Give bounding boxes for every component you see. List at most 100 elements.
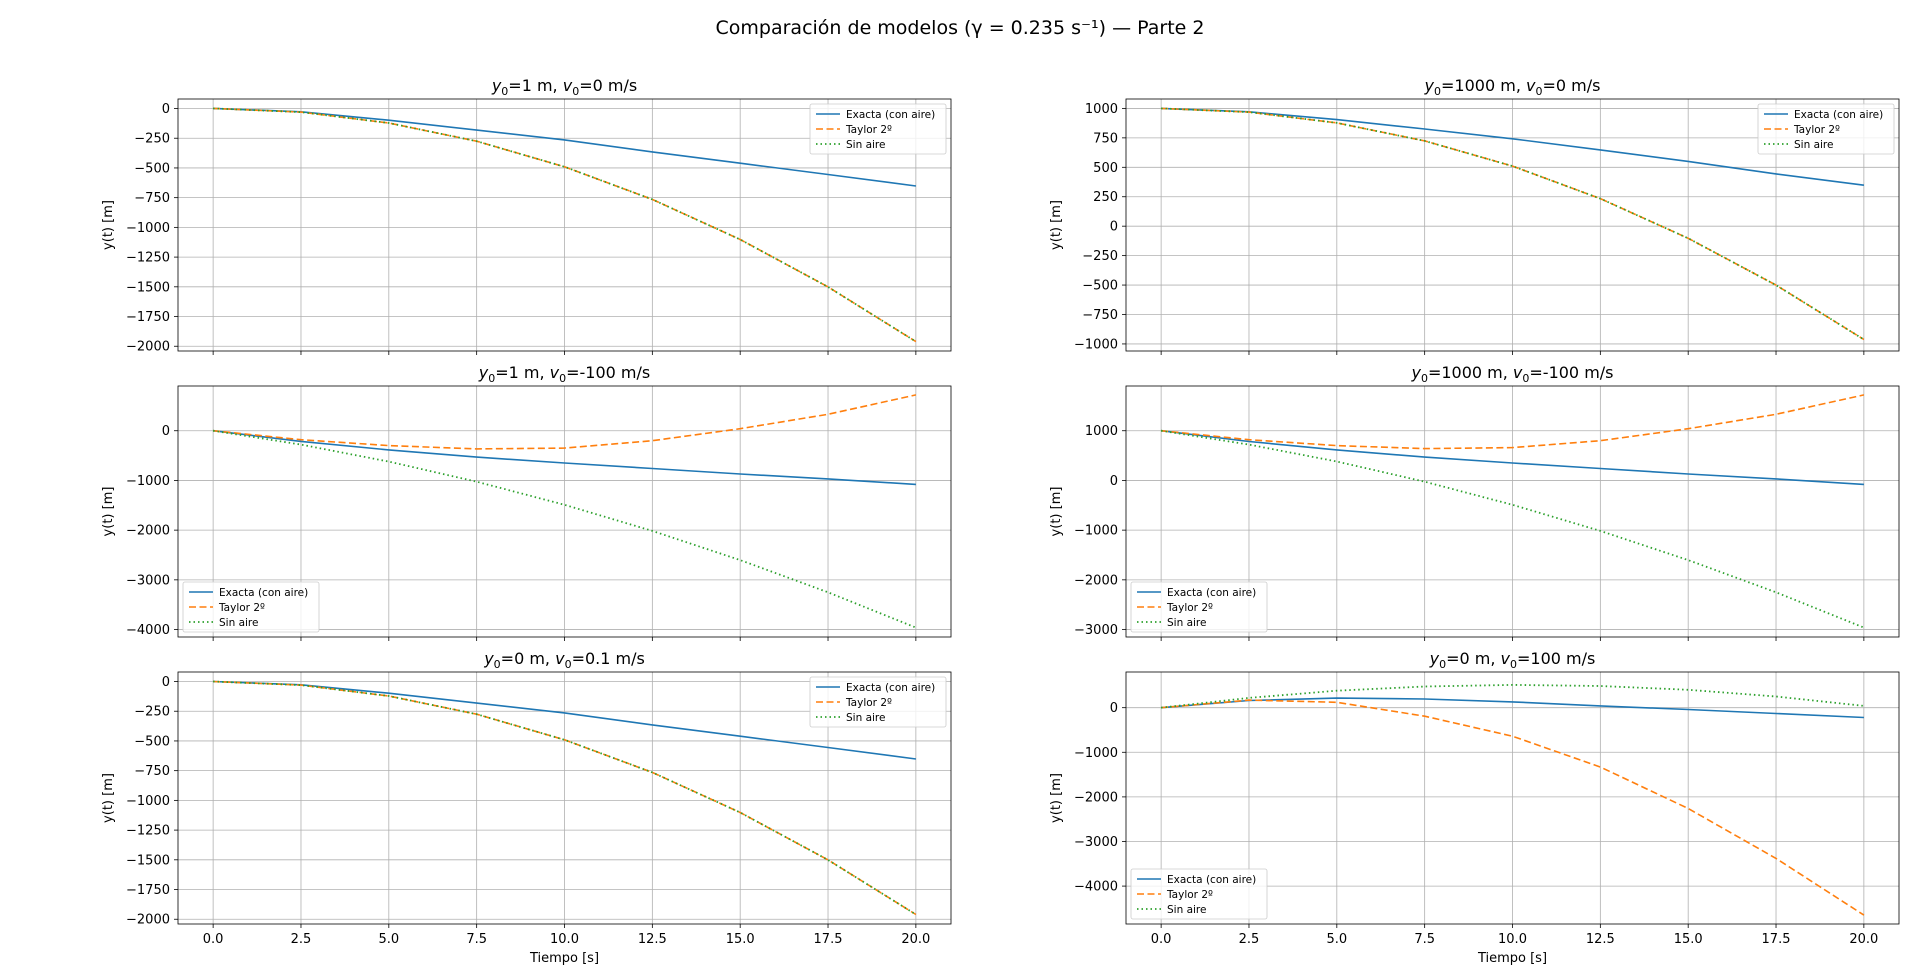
figure-suptitle: Comparación de modelos (γ = 0.235 s⁻¹) —…	[716, 17, 1205, 39]
legend-frame	[809, 676, 947, 728]
y-axis-label: y(t) [m]	[101, 200, 116, 250]
x-tick-label: 15.0	[726, 932, 755, 947]
y-tick-label: −3000	[1074, 835, 1118, 850]
x-axis-label: Tiempo [s]	[529, 951, 599, 966]
x-tick-label: 17.5	[1762, 932, 1791, 947]
y-tick-label: −3000	[126, 573, 170, 588]
grid-lines	[1126, 672, 1899, 924]
y-tick-label: −1500	[126, 853, 170, 868]
y-tick-label: −1750	[126, 310, 170, 325]
series-line-taylor	[1161, 699, 1865, 916]
x-axis-label: Tiempo [s]	[1477, 951, 1547, 966]
y-tick-label: −1000	[126, 474, 170, 489]
y-tick-label: −750	[134, 191, 170, 206]
legend-label: Taylor 2º	[1793, 124, 1840, 136]
y-tick-label: −2000	[126, 340, 170, 355]
legend: Exacta (con aire) Taylor 2º Sin aire	[809, 676, 947, 728]
y-tick-label: −750	[134, 764, 170, 779]
x-tick-label: 12.5	[638, 932, 667, 947]
y-tick-label: 0	[1110, 220, 1118, 235]
series-line-taylor	[1161, 394, 1865, 450]
y-tick-label: −250	[134, 132, 170, 147]
y-tick-label: 500	[1093, 161, 1118, 176]
legend-frame	[809, 103, 947, 155]
y-tick-label: 1000	[1085, 424, 1118, 439]
legend-label: Exacta (con aire)	[846, 682, 935, 694]
x-tick-label: 10.0	[1498, 932, 1527, 947]
legend: Exacta (con aire) Taylor 2º Sin aire	[1130, 868, 1268, 920]
y-tick-label: −1000	[126, 794, 170, 809]
series-line-sin-aire	[213, 107, 917, 343]
y-axis-label: y(t) [m]	[101, 487, 116, 537]
y-tick-label: −500	[134, 161, 170, 176]
x-tick-label: 10.0	[550, 932, 579, 947]
subplot-5: 0.0 2.5 5.0 7.5 10.0 12.5 15.0 17.5 20.0 0 −250 −50…	[101, 649, 952, 966]
legend-frame	[182, 581, 320, 633]
legend-label: Sin aire	[1167, 617, 1206, 629]
series-line-sin-aire	[213, 680, 917, 916]
legend-label: Sin aire	[846, 712, 885, 724]
y-tick-label: −4000	[126, 623, 170, 638]
y-tick-label: −2000	[126, 524, 170, 539]
grid-lines	[178, 672, 951, 924]
y-tick-label: 750	[1093, 131, 1118, 146]
legend-label: Taylor 2º	[845, 124, 892, 136]
series-line-taylor	[213, 394, 917, 450]
x-tick-label: 7.5	[1414, 932, 1435, 947]
y-tick-label: −2000	[126, 913, 170, 928]
legend-label: Exacta (con aire)	[1794, 109, 1883, 121]
legend: Exacta (con aire) Taylor 2º Sin aire	[182, 581, 320, 633]
subplot-title: y0=1 m, v0=-100 m/s	[478, 363, 651, 385]
grid-lines	[178, 386, 951, 637]
x-tick-label: 2.5	[291, 932, 312, 947]
x-tick-label: 5.0	[1326, 932, 1347, 947]
legend-label: Sin aire	[846, 139, 885, 151]
subplot-title: y0=0 m, v0=100 m/s	[1429, 649, 1596, 671]
y-tick-label: −1000	[126, 221, 170, 236]
x-tick-label: 0.0	[203, 932, 224, 947]
legend-label: Sin aire	[1167, 904, 1206, 916]
subplot-6: 0.0 2.5 5.0 7.5 10.0 12.5 15.0 17.5 20.0 0 −1000 −2…	[1049, 649, 1900, 966]
y-axis-label: y(t) [m]	[1049, 487, 1064, 537]
series-line-exacta	[213, 429, 916, 486]
legend-label: Taylor 2º	[218, 602, 265, 614]
series-line-exacta	[213, 107, 917, 187]
y-tick-label: −750	[1082, 308, 1118, 323]
y-tick-label: 0	[162, 102, 170, 117]
x-tick-label: 12.5	[1586, 932, 1615, 947]
series-line-exacta	[1161, 697, 1864, 719]
subplot-2: 1000 750 500 250 0 −250 −500 −750 −1000 y0=1000 m…	[1049, 76, 1900, 355]
series-line-sin-aire	[1161, 684, 1864, 709]
series-line-exacta	[1161, 107, 1865, 186]
legend: Exacta (con aire) Taylor 2º Sin aire	[809, 103, 947, 155]
y-tick-label: −250	[134, 705, 170, 720]
y-tick-label: −2000	[1074, 790, 1118, 805]
legend-label: Taylor 2º	[1166, 889, 1213, 901]
legend-frame	[1757, 103, 1895, 155]
subplot-4: 1000 0 −1000 −2000 −3000 y0=1000 m, v0=-100 m…	[1049, 363, 1900, 641]
legend-label: Sin aire	[1794, 139, 1833, 151]
x-tick-label: 17.5	[814, 932, 843, 947]
legend-frame	[1130, 868, 1268, 920]
y-tick-label: −1750	[126, 883, 170, 898]
grid-lines	[178, 99, 951, 351]
x-tick-label: 0.0	[1151, 932, 1172, 947]
legend-label: Exacta (con aire)	[1167, 874, 1256, 886]
y-tick-label: −4000	[1074, 880, 1118, 895]
subplot-title: y0=1 m, v0=0 m/s	[491, 76, 637, 98]
y-axis-label: y(t) [m]	[1049, 200, 1064, 250]
x-tick-label: 7.5	[466, 932, 487, 947]
y-tick-label: −500	[1082, 279, 1118, 294]
x-tick-label: 2.5	[1239, 932, 1260, 947]
y-tick-label: 0	[1110, 701, 1118, 716]
grid-lines	[1126, 99, 1899, 351]
y-tick-label: −1500	[126, 280, 170, 295]
legend-frame	[1130, 581, 1268, 633]
subplot-title: y0=1000 m, v0=0 m/s	[1424, 76, 1601, 98]
y-tick-label: −1250	[126, 251, 170, 266]
legend-label: Sin aire	[219, 617, 258, 629]
subplot-title: y0=0 m, v0=0.1 m/s	[483, 649, 645, 671]
x-tick-label: 20.0	[1849, 932, 1878, 947]
subplot-3: 0 −1000 −2000 −3000 −4000 y0=1 m, v0=-100 m/s…	[101, 363, 952, 641]
y-tick-label: 250	[1093, 190, 1118, 205]
